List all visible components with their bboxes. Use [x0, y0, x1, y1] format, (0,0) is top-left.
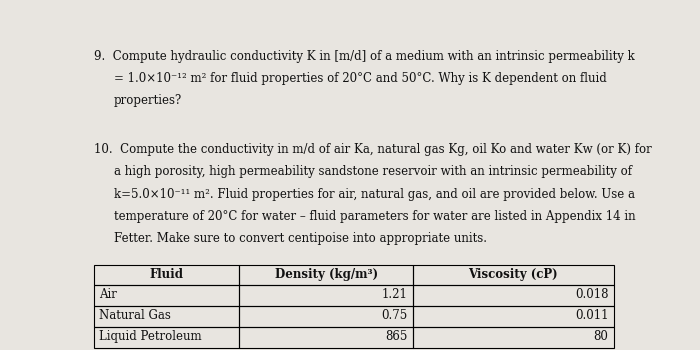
Text: Fluid: Fluid	[150, 268, 183, 281]
Bar	[239, 327, 413, 348]
Text: Air: Air	[99, 288, 118, 301]
Text: 0.018: 0.018	[575, 288, 608, 301]
Bar	[94, 327, 239, 348]
Bar	[413, 327, 614, 348]
Text: 0.011: 0.011	[575, 309, 608, 322]
Text: k=5.0×10⁻¹¹ m². Fluid properties for air, natural gas, and oil are provided belo: k=5.0×10⁻¹¹ m². Fluid properties for air…	[113, 188, 634, 201]
Text: Liquid Petroleum: Liquid Petroleum	[99, 330, 202, 343]
Text: Fetter. Make sure to convert centipoise into appropriate units.: Fetter. Make sure to convert centipoise …	[113, 232, 486, 245]
Text: 10.  Compute the conductivity in m/d of air Ka, natural gas Kg, oil Ko and water: 10. Compute the conductivity in m/d of a…	[94, 144, 652, 156]
Text: 865: 865	[385, 330, 407, 343]
Bar	[239, 306, 413, 327]
Bar	[94, 306, 239, 327]
Text: Density (kg/m³): Density (kg/m³)	[274, 268, 378, 281]
Text: properties?: properties?	[113, 94, 182, 107]
Text: 80: 80	[594, 330, 608, 343]
Text: temperature of 20°C for water – fluid parameters for water are listed in Appendi: temperature of 20°C for water – fluid pa…	[113, 210, 635, 223]
Text: 9.  Compute hydraulic conductivity K in [m/d] of a medium with an intrinsic perm: 9. Compute hydraulic conductivity K in […	[94, 50, 635, 63]
Text: 0.75: 0.75	[382, 309, 407, 322]
Bar	[413, 285, 614, 306]
Bar	[239, 285, 413, 306]
Bar	[94, 285, 239, 306]
Bar	[239, 265, 413, 285]
Bar	[413, 265, 614, 285]
Bar	[413, 306, 614, 327]
Text: = 1.0×10⁻¹² m² for fluid properties of 20°C and 50°C. Why is K dependent on flui: = 1.0×10⁻¹² m² for fluid properties of 2…	[113, 72, 606, 85]
Text: Viscosity (cP): Viscosity (cP)	[468, 268, 558, 281]
Bar	[94, 265, 239, 285]
Text: 1.21: 1.21	[382, 288, 407, 301]
Text: a high porosity, high permeability sandstone reservoir with an intrinsic permeab: a high porosity, high permeability sands…	[113, 166, 631, 178]
Text: Natural Gas: Natural Gas	[99, 309, 172, 322]
